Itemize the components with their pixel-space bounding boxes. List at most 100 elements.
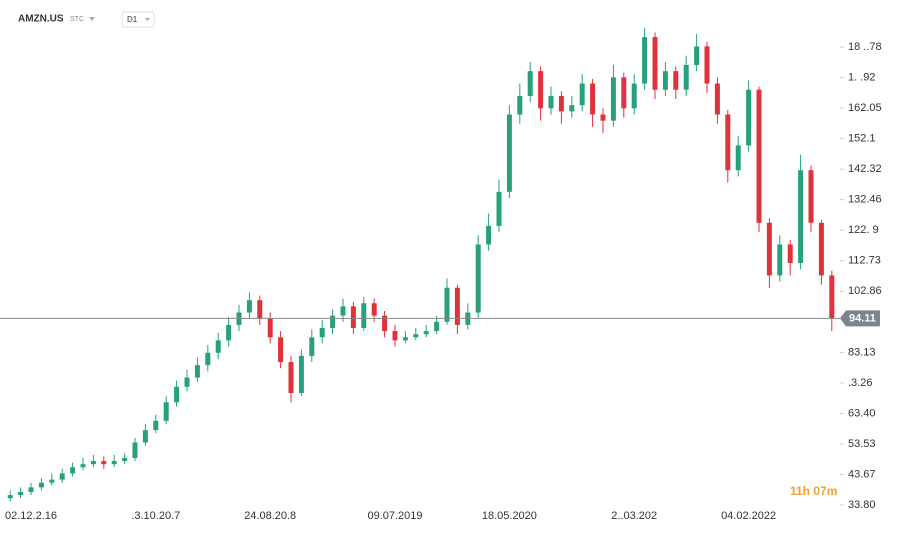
- candle-body: [38, 482, 44, 488]
- candle-body: [205, 352, 211, 366]
- y-tick-label: 18 ..78: [848, 41, 882, 53]
- candle-body: [579, 83, 585, 106]
- candle-body: [538, 71, 544, 109]
- candle-body: [319, 328, 325, 338]
- symbol: AMZN.US: [18, 14, 64, 25]
- candle-body: [174, 386, 180, 403]
- last-price-label: 94.11: [849, 312, 876, 324]
- x-tick-label: 2..03.202: [611, 510, 657, 522]
- candle-body: [517, 95, 523, 115]
- candle-body: [808, 170, 814, 223]
- candle-body: [298, 355, 304, 393]
- candle-body: [361, 303, 367, 329]
- candle-body: [142, 430, 148, 443]
- candle-body: [662, 71, 668, 90]
- candle-body: [642, 37, 648, 84]
- candle-body: [714, 83, 720, 115]
- candle-body: [132, 442, 138, 458]
- candle-body: [413, 334, 419, 338]
- candle-body: [226, 324, 232, 341]
- candle-body: [454, 287, 460, 325]
- candle-body: [122, 457, 128, 462]
- y-tick-label: 102.86: [848, 285, 882, 297]
- candle-body: [527, 71, 533, 96]
- candle-body: [153, 420, 159, 431]
- candle-body: [111, 461, 117, 465]
- y-tick-label: 33.80: [848, 499, 876, 511]
- candle-body: [423, 331, 429, 335]
- last-price-tag: [840, 310, 880, 327]
- candle-body: [392, 331, 398, 341]
- candle-body: [475, 244, 481, 313]
- candle-body: [621, 77, 627, 109]
- x-tick-label: 18.05.2020: [482, 510, 537, 522]
- dropdown-arrow: [145, 18, 150, 21]
- candle-body: [558, 95, 564, 112]
- candle-body: [59, 473, 65, 480]
- candle-body: [90, 461, 96, 465]
- candle-body: [506, 114, 512, 192]
- x-tick-label: 04.02.2022: [721, 510, 776, 522]
- candle-body: [70, 467, 76, 474]
- y-tick-label: .3.26: [848, 377, 872, 389]
- candle-body: [101, 461, 107, 465]
- y-tick-label: 142.32: [848, 163, 882, 175]
- y-tick-label: 112.73: [848, 255, 881, 267]
- candle-body: [80, 464, 86, 468]
- candle-body: [444, 287, 450, 322]
- candle-body: [486, 225, 492, 245]
- dropdown-arrow[interactable]: [89, 17, 95, 21]
- timeframe-box[interactable]: [121, 11, 155, 28]
- market: STC: [70, 16, 84, 23]
- candle-body: [340, 306, 346, 316]
- candle-body: [569, 105, 575, 112]
- candle-body: [818, 222, 824, 276]
- candle-body: [309, 337, 315, 356]
- candle-body: [777, 244, 783, 276]
- candle-body: [548, 95, 554, 109]
- candle-body: [350, 306, 356, 329]
- candle-body: [18, 492, 24, 496]
- timer: 11h 07m: [790, 484, 837, 498]
- candle-body: [673, 71, 679, 90]
- candle-body: [28, 487, 34, 493]
- timeframe: D1: [127, 15, 138, 24]
- candle-body: [288, 362, 294, 393]
- candle-body: [215, 340, 221, 353]
- y-tick-label: 1. .92: [848, 72, 876, 84]
- y-tick-label: 43.67: [848, 468, 876, 480]
- y-tick-label: 122. 9: [848, 224, 879, 236]
- candle-body: [735, 145, 741, 171]
- candle-body: [610, 77, 616, 121]
- candle-body: [683, 64, 689, 90]
- candle-body: [49, 479, 55, 483]
- candle-body: [278, 337, 284, 363]
- candle-body: [163, 402, 169, 421]
- candle-body: [257, 300, 263, 319]
- candle-body: [267, 318, 273, 338]
- candle-body: [756, 89, 762, 223]
- y-tick-label: 132.46: [848, 194, 882, 206]
- candle-body: [590, 83, 596, 115]
- candle-body: [829, 275, 835, 319]
- candle-body: [746, 89, 752, 146]
- candle-body: [704, 46, 710, 84]
- candle-body: [787, 244, 793, 264]
- x-tick-label: 24.08.20.8: [244, 510, 296, 522]
- candle-body: [798, 170, 804, 264]
- x-tick-label: .3.10.20.7: [131, 510, 180, 522]
- candle-body: [194, 365, 200, 378]
- y-tick-label: 83.13: [848, 346, 876, 358]
- candle-body: [434, 321, 440, 332]
- candle-body: [330, 315, 336, 329]
- y-tick-label: 152.1: [848, 133, 876, 145]
- candle-body: [402, 337, 408, 341]
- y-tick-label: 63.40: [848, 407, 876, 419]
- candle-body: [371, 303, 377, 316]
- candle-body: [725, 114, 731, 171]
- candle-body: [600, 114, 606, 121]
- x-tick-label: 02.12.2.16: [5, 510, 57, 522]
- x-tick-label: 09.07.2019: [367, 510, 422, 522]
- candle-body: [382, 315, 388, 332]
